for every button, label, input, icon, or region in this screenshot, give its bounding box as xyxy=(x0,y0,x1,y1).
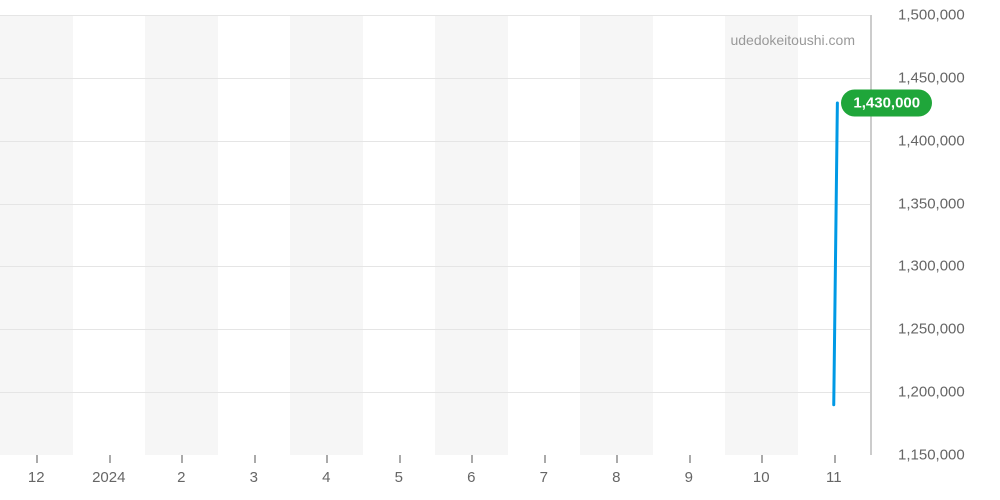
watermark: udedokeitoushi.com xyxy=(730,32,855,48)
x-tick xyxy=(109,455,111,463)
y-tick-label: 1,300,000 xyxy=(898,258,965,275)
x-tick xyxy=(399,455,401,463)
x-tick xyxy=(326,455,328,463)
x-tick-label: 2 xyxy=(177,469,185,486)
h-gridline xyxy=(0,392,870,393)
x-tick xyxy=(181,455,183,463)
x-tick-label: 11 xyxy=(826,469,842,486)
h-gridline xyxy=(0,266,870,267)
x-tick-label: 8 xyxy=(612,469,620,486)
x-tick-label: 10 xyxy=(753,469,770,486)
x-tick-label: 9 xyxy=(685,469,693,486)
x-tick xyxy=(254,455,256,463)
y-tick-label: 1,200,000 xyxy=(898,384,965,401)
x-tick-label: 3 xyxy=(250,469,258,486)
x-tick xyxy=(471,455,473,463)
x-tick xyxy=(616,455,618,463)
grid-band xyxy=(145,15,218,455)
x-tick-label: 12 xyxy=(28,469,45,486)
h-gridline xyxy=(0,78,870,79)
x-tick-label: 6 xyxy=(467,469,475,486)
h-gridline xyxy=(0,329,870,330)
h-gridline xyxy=(0,141,870,142)
x-tick xyxy=(834,455,836,463)
x-tick xyxy=(689,455,691,463)
y-tick-label: 1,450,000 xyxy=(898,69,965,86)
price-chart: 1,150,000 1,200,000 1,250,000 1,300,000 1,35… xyxy=(0,0,1000,500)
h-gridline xyxy=(0,15,870,16)
current-value-badge: 1,430,000 xyxy=(841,90,932,117)
x-tick-label: 7 xyxy=(540,469,548,486)
plot-area xyxy=(0,15,870,455)
x-tick xyxy=(544,455,546,463)
h-gridline xyxy=(0,204,870,205)
x-tick-label: 4 xyxy=(322,469,330,486)
y-tick-label: 1,150,000 xyxy=(898,447,965,464)
grid-band xyxy=(435,15,508,455)
y-tick-label: 1,350,000 xyxy=(898,195,965,212)
grid-band xyxy=(0,15,73,455)
x-tick xyxy=(36,455,38,463)
y-tick-label: 1,500,000 xyxy=(898,7,965,24)
grid-band xyxy=(725,15,798,455)
grid-band xyxy=(580,15,653,455)
x-tick-label: 2024 xyxy=(92,469,125,486)
x-tick-label: 5 xyxy=(395,469,403,486)
y-axis-line xyxy=(870,15,872,455)
y-tick-label: 1,400,000 xyxy=(898,132,965,149)
grid-band xyxy=(290,15,363,455)
y-tick-label: 1,250,000 xyxy=(898,321,965,338)
x-tick xyxy=(761,455,763,463)
